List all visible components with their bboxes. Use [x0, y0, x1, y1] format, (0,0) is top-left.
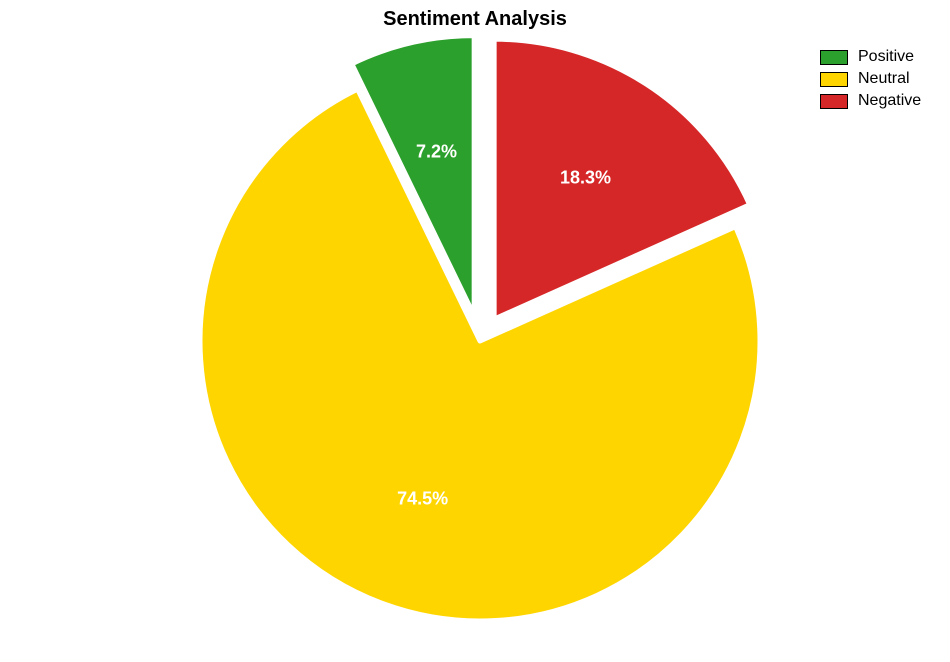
legend-swatch	[820, 94, 848, 109]
legend-label: Neutral	[858, 70, 910, 88]
legend-swatch	[820, 50, 848, 65]
legend-label: Negative	[858, 92, 921, 110]
slice-label: 74.5%	[397, 488, 448, 509]
legend-item: Neutral	[820, 70, 921, 88]
legend-item: Positive	[820, 48, 921, 66]
slice-label: 18.3%	[560, 168, 611, 189]
legend-label: Positive	[858, 48, 914, 66]
chart-title: Sentiment Analysis	[0, 8, 950, 31]
legend-swatch	[820, 72, 848, 87]
legend: Positive Neutral Negative	[820, 48, 921, 114]
slice-label: 7.2%	[416, 141, 457, 162]
legend-item: Negative	[820, 92, 921, 110]
pie-chart	[0, 0, 950, 662]
